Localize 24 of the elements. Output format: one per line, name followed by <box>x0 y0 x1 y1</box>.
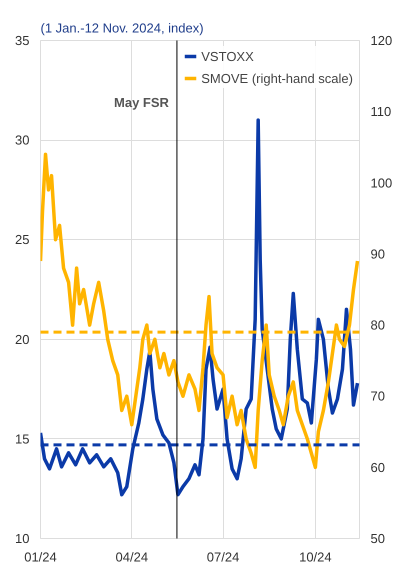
x-tick-label: 01/24 <box>24 550 57 564</box>
y-tick-label: 15 <box>15 431 30 446</box>
y-tick-label: 10 <box>15 531 30 546</box>
y2-tick-label: 100 <box>370 175 392 190</box>
line-series <box>40 118 360 496</box>
x-tick-label: 04/24 <box>116 550 148 564</box>
y2-tick-label: 90 <box>370 246 385 262</box>
x-tick-label: 10/24 <box>299 550 332 564</box>
x-tick-label: 07/24 <box>206 550 240 564</box>
legend-label: SMOVE (right-hand scale) <box>201 70 353 86</box>
y-tick-label: 25 <box>15 232 30 248</box>
y2-tick-label: 70 <box>370 388 385 404</box>
ref-line-label: May FSR <box>114 95 170 110</box>
y-tick-label: 20 <box>15 332 30 347</box>
y-tick-label: 35 <box>15 33 30 48</box>
line-series <box>40 152 360 470</box>
y2-tick-label: 80 <box>370 318 385 333</box>
y-tick-label: 30 <box>15 132 30 148</box>
y2-tick-label: 60 <box>370 460 385 475</box>
y2-tick-label: 120 <box>370 33 392 48</box>
y2-tick-label: 50 <box>370 531 385 546</box>
chart-title: (1 Jan.-12 Nov. 2024, index) <box>40 20 204 36</box>
legend-label: VSTOXX <box>201 48 254 64</box>
y2-tick-label: 110 <box>370 104 392 120</box>
